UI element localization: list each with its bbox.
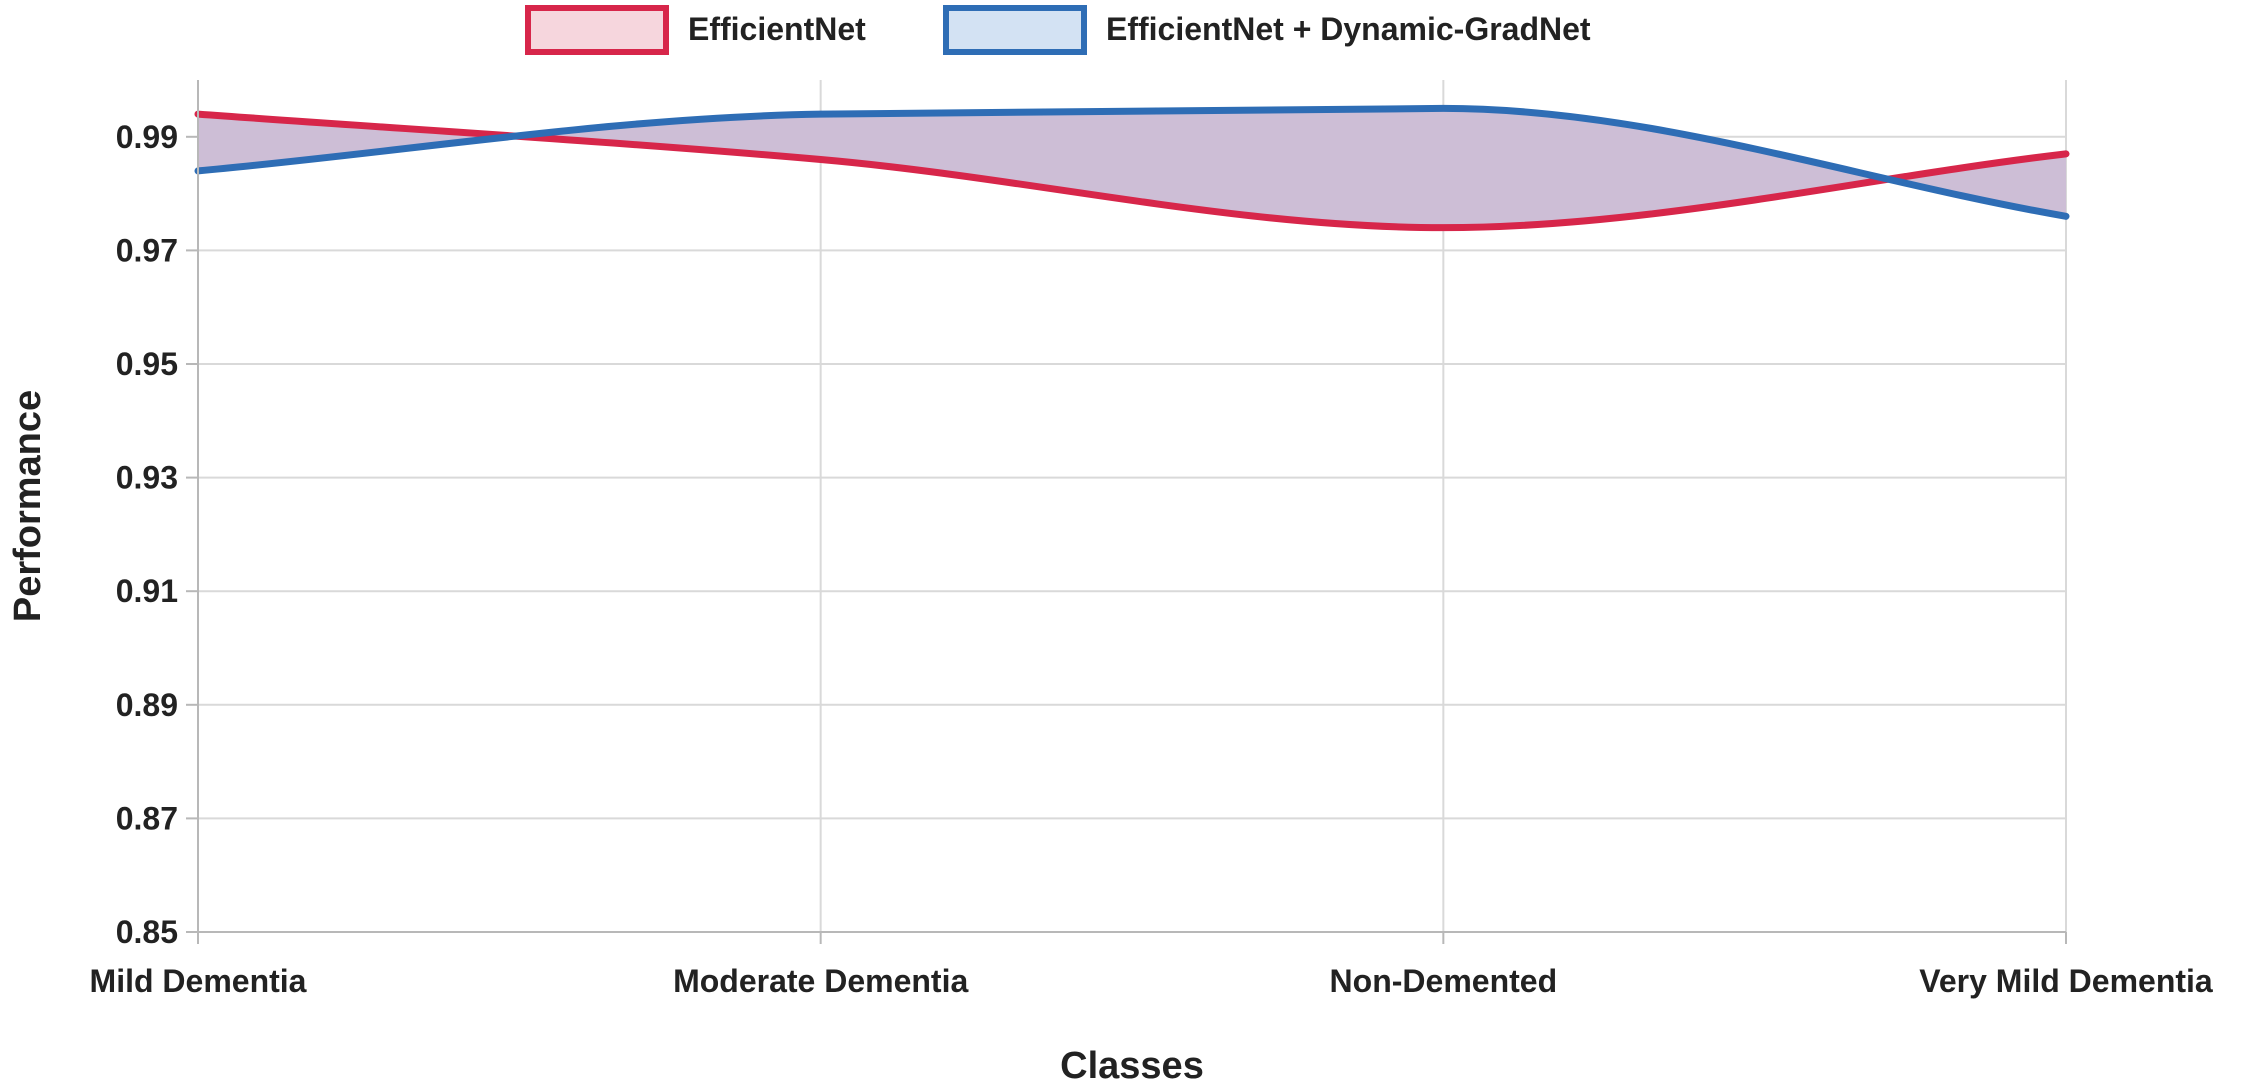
legend-label: EfficientNet + Dynamic-GradNet bbox=[1106, 11, 1591, 47]
legend-item-0[interactable]: EfficientNet bbox=[525, 5, 866, 55]
y-tick-label: 0.85 bbox=[116, 914, 178, 950]
y-tick-label: 0.87 bbox=[116, 800, 178, 836]
series-lines bbox=[194, 104, 2070, 232]
y-tick-label: 0.89 bbox=[116, 687, 178, 723]
x-tick-label: Moderate Dementia bbox=[673, 963, 968, 999]
legend-item-1[interactable]: EfficientNet + Dynamic-GradNet bbox=[943, 5, 1591, 55]
x-tick-label: Mild Dementia bbox=[90, 963, 307, 999]
x-tick-label: Very Mild Dementia bbox=[1919, 963, 2213, 999]
legend-swatch bbox=[525, 5, 669, 55]
grid bbox=[197, 80, 2067, 933]
x-tick-label: Non-Demented bbox=[1330, 963, 1558, 999]
legend-swatch bbox=[943, 5, 1087, 55]
area-between-series bbox=[198, 108, 2066, 228]
series-line-1 bbox=[194, 104, 2070, 220]
y-tick-labels: 0.85 0.87 0.89 0.91 0.93 0.95 0.97 0.99 bbox=[116, 119, 178, 950]
legend[interactable]: EfficientNet EfficientNet + Dynamic-GradN… bbox=[525, 5, 1591, 55]
y-tick-label: 0.97 bbox=[116, 232, 178, 268]
y-tick-label: 0.91 bbox=[116, 573, 178, 609]
y-tick-label: 0.99 bbox=[116, 119, 178, 155]
y-tick-label: 0.95 bbox=[116, 346, 178, 382]
y-axis-title: Performance bbox=[7, 390, 49, 622]
x-tick-labels: Mild Dementia Moderate Dementia Non-Dement… bbox=[90, 963, 2213, 999]
x-axis-title: Classes bbox=[1060, 1045, 1204, 1087]
legend-label: EfficientNet bbox=[688, 11, 866, 47]
axes bbox=[186, 80, 2067, 944]
y-tick-label: 0.93 bbox=[116, 460, 178, 496]
